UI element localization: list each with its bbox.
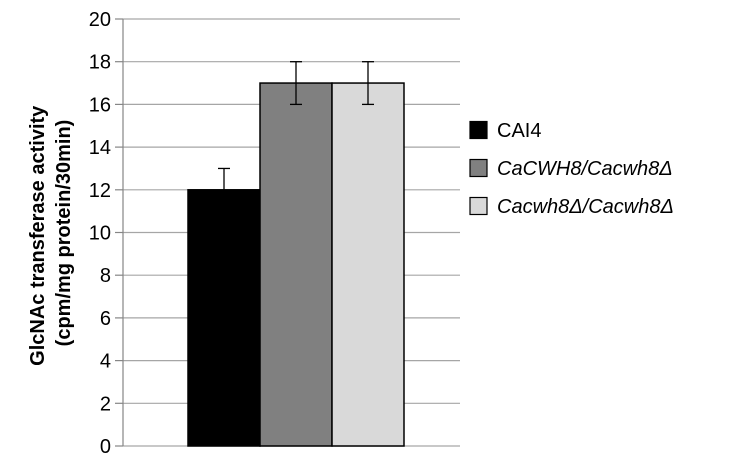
legend-swatch-1 bbox=[469, 120, 488, 140]
y-axis bbox=[115, 18, 124, 447]
y-axis-label-line-1: GlcNAc transferase activity bbox=[27, 105, 49, 366]
y-tick-label: 8 bbox=[100, 265, 111, 287]
legend: CAI4 CaCWH8/Cacwh8Δ Cacwh8Δ/Cacwh8Δ bbox=[469, 120, 674, 218]
legend-label-1: CAI4 bbox=[497, 120, 541, 142]
y-tick-label: 6 bbox=[100, 308, 111, 330]
y-tick-label: 10 bbox=[89, 223, 111, 245]
y-tick-labels: 0 2 4 6 8 10 12 14 16 18 20 bbox=[89, 9, 111, 458]
bar-3 bbox=[331, 82, 405, 447]
y-tick-label: 4 bbox=[100, 351, 111, 373]
y-tick-label: 0 bbox=[100, 436, 111, 458]
legend-label-2: CaCWH8/Cacwh8Δ bbox=[497, 158, 673, 180]
y-tick-label: 14 bbox=[89, 137, 111, 159]
bars bbox=[187, 82, 405, 447]
legend-label-3: Cacwh8Δ/Cacwh8Δ bbox=[497, 196, 674, 218]
y-axis-label: GlcNAc transferase activity (cpm/mg prot… bbox=[27, 100, 75, 366]
error-bars bbox=[218, 61, 374, 212]
y-axis-label-line-2: (cpm/mg protein/30min) bbox=[53, 120, 75, 347]
y-tick-label: 18 bbox=[89, 52, 111, 74]
y-tick-label: 16 bbox=[89, 94, 111, 116]
legend-swatch-3 bbox=[469, 196, 488, 216]
bar-2 bbox=[259, 82, 333, 447]
legend-swatch-2 bbox=[469, 158, 488, 178]
y-tick-label: 12 bbox=[89, 180, 111, 202]
y-tick-label: 20 bbox=[89, 9, 111, 31]
bar-1 bbox=[187, 189, 261, 447]
y-tick-label: 2 bbox=[100, 393, 111, 415]
